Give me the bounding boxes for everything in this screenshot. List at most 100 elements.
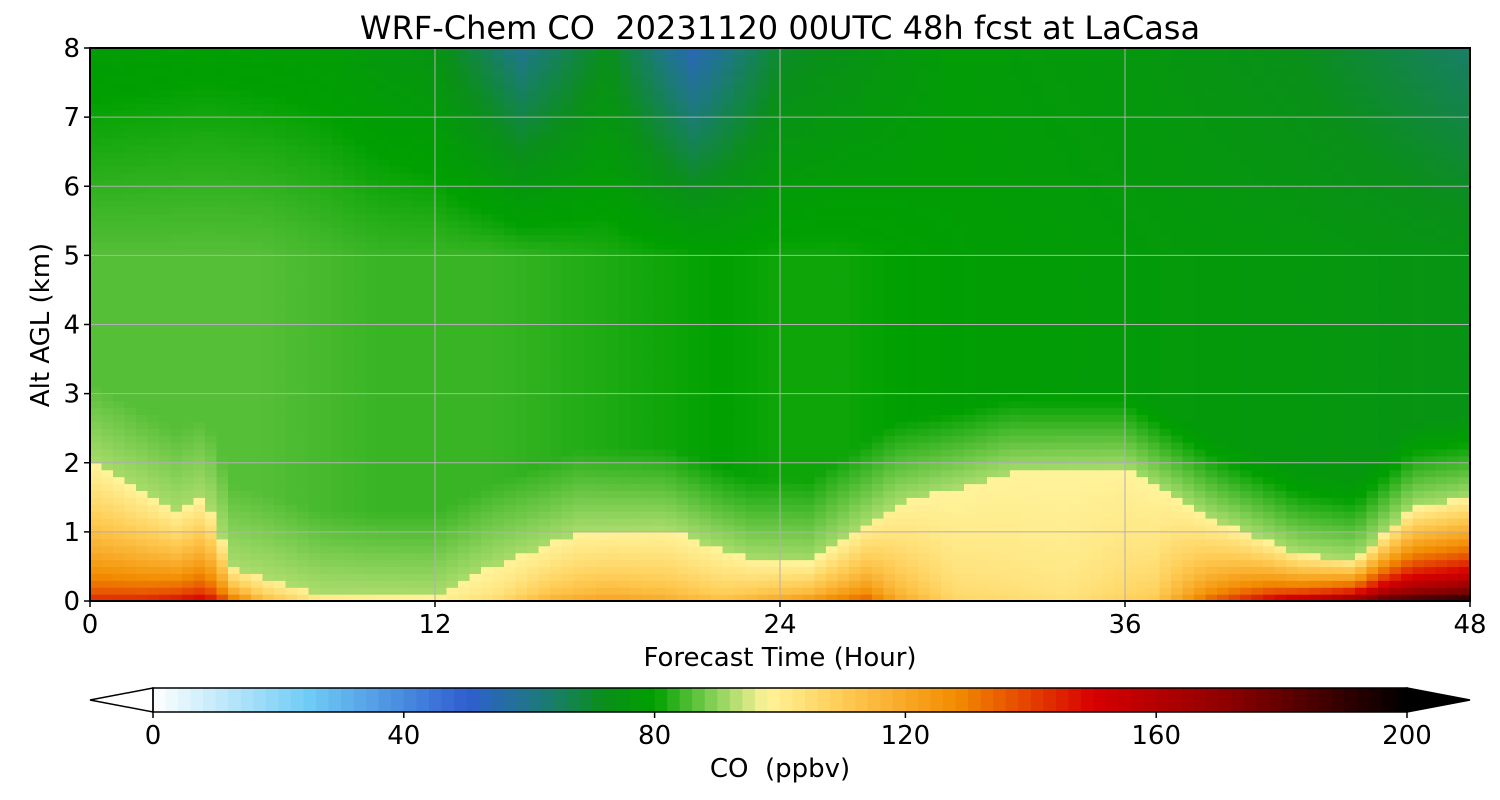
heatmap-cell	[757, 124, 770, 132]
heatmap-cell	[757, 310, 770, 319]
heatmap-cell	[228, 511, 241, 519]
heatmap-cell	[147, 504, 160, 512]
heatmap-cell	[400, 68, 413, 77]
heatmap-cell	[504, 538, 517, 547]
heatmap-cell	[446, 103, 459, 111]
heatmap-cell	[481, 448, 494, 457]
heatmap-cell	[285, 587, 298, 595]
heatmap-cell	[308, 82, 321, 91]
heatmap-cell	[423, 566, 436, 574]
heatmap-cell	[101, 594, 114, 601]
heatmap-cell	[124, 435, 137, 443]
heatmap-cell	[147, 594, 160, 601]
heatmap-cell	[113, 61, 126, 70]
heatmap-cell	[642, 428, 655, 436]
heatmap-cell	[527, 241, 540, 250]
heatmap-cell	[780, 490, 793, 498]
heatmap-cell	[768, 68, 781, 77]
heatmap-cell	[469, 227, 482, 236]
heatmap-cell	[159, 276, 172, 284]
heatmap-cell	[366, 448, 379, 457]
heatmap-cell	[274, 158, 287, 167]
heatmap-cell	[665, 289, 678, 298]
heatmap-cell	[757, 483, 770, 491]
heatmap-cell	[182, 552, 195, 561]
heatmap-cell	[734, 172, 747, 180]
heatmap-cell	[791, 518, 804, 526]
heatmap-cell	[239, 469, 252, 478]
heatmap-cell	[343, 158, 356, 167]
heatmap-cell	[596, 365, 609, 374]
heatmap-cell	[504, 262, 517, 270]
heatmap-cell	[515, 144, 528, 153]
heatmap-cell	[331, 283, 344, 291]
heatmap-cell	[630, 276, 643, 284]
heatmap-cell	[688, 442, 701, 450]
heatmap-cell	[676, 338, 689, 346]
heatmap-cell	[124, 393, 137, 402]
heatmap-cell	[515, 200, 528, 208]
heatmap-cell	[446, 414, 459, 422]
heatmap-cell	[630, 566, 643, 574]
heatmap-cell	[182, 130, 195, 139]
heatmap-cell	[619, 414, 632, 422]
heatmap-cell	[205, 48, 218, 56]
heatmap-cell	[205, 117, 218, 125]
heatmap-cell	[653, 48, 666, 56]
heatmap-cell	[251, 566, 264, 574]
heatmap-cell	[101, 75, 114, 84]
heatmap-cell	[205, 165, 218, 174]
heatmap-cell	[251, 331, 264, 339]
heatmap-cell	[504, 151, 517, 160]
heatmap-cell	[228, 193, 241, 201]
heatmap-cell	[458, 359, 471, 367]
heatmap-cell	[481, 158, 494, 167]
heatmap-cell	[331, 324, 344, 333]
heatmap-cell	[446, 220, 459, 229]
heatmap-cell	[676, 511, 689, 519]
heatmap-cell	[665, 144, 678, 153]
heatmap-cell	[699, 324, 712, 333]
heatmap-cell	[803, 580, 816, 588]
heatmap-cell	[446, 96, 459, 104]
heatmap-cell	[193, 96, 206, 104]
heatmap-cell	[354, 124, 367, 132]
heatmap-cell	[285, 455, 298, 464]
heatmap-cell	[745, 172, 758, 180]
heatmap-cell	[377, 186, 390, 194]
heatmap-cell	[734, 324, 747, 333]
heatmap-cell	[619, 193, 632, 201]
heatmap-cell	[607, 324, 620, 333]
heatmap-cell	[377, 110, 390, 118]
heatmap-cell	[791, 338, 804, 346]
heatmap-cell	[136, 372, 149, 381]
heatmap-cell	[653, 462, 666, 471]
heatmap-cell	[527, 518, 540, 526]
heatmap-cell	[573, 365, 586, 374]
heatmap-cell	[216, 587, 229, 595]
heatmap-cell	[607, 255, 620, 263]
heatmap-cell	[630, 428, 643, 436]
heatmap-cell	[354, 317, 367, 326]
heatmap-cell	[262, 552, 275, 561]
heatmap-cell	[101, 531, 114, 540]
heatmap-cell	[722, 269, 735, 277]
heatmap-cell	[458, 386, 471, 395]
heatmap-cell	[699, 455, 712, 464]
heatmap-cell	[205, 331, 218, 339]
heatmap-cell	[492, 96, 505, 104]
heatmap-cell	[377, 524, 390, 533]
heatmap-cell	[274, 200, 287, 208]
heatmap-cell	[366, 213, 379, 222]
heatmap-cell	[101, 186, 114, 194]
heatmap-cell	[527, 248, 540, 256]
heatmap-cell	[308, 594, 321, 601]
heatmap-cell	[377, 490, 390, 498]
heatmap-cell	[377, 54, 390, 63]
heatmap-cell	[504, 524, 517, 533]
heatmap-cell	[688, 587, 701, 595]
heatmap-cell	[515, 490, 528, 498]
heatmap-cell	[446, 269, 459, 277]
heatmap-cell	[722, 511, 735, 519]
heatmap-cell	[331, 269, 344, 277]
